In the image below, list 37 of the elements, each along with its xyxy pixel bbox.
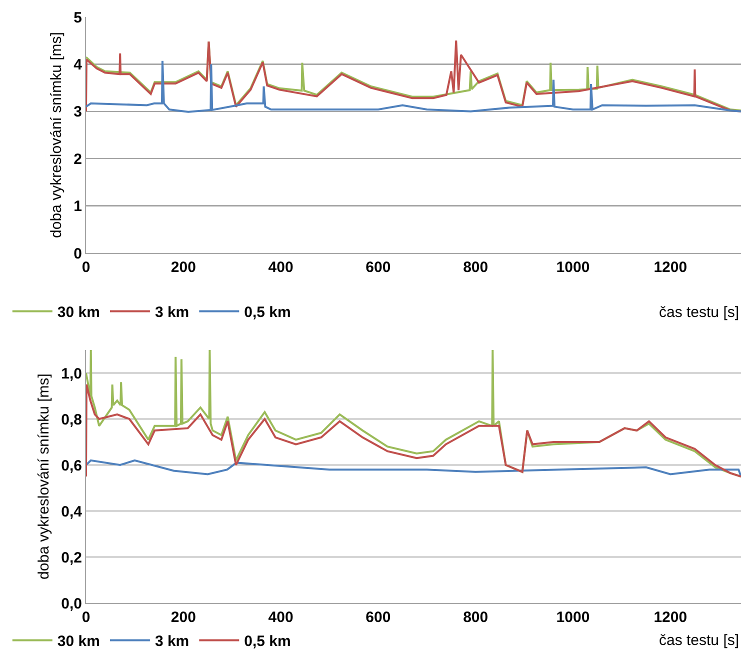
x-tick-label: 1000	[556, 609, 590, 626]
legend-label: 30 km	[57, 633, 100, 650]
x-tick-label: 800	[463, 259, 488, 276]
legend-label: 0,5 km	[244, 304, 291, 322]
line-series	[86, 459, 741, 478]
y-tick-label: 4	[74, 56, 83, 74]
y-tick-label: 2	[74, 150, 82, 168]
x-tick-label: 1200	[654, 259, 688, 276]
x-tick-label: 200	[170, 609, 196, 626]
y-tick-label: 0,6	[61, 457, 82, 474]
legend-label: 3 km	[154, 633, 190, 650]
y-tick-label: 0	[74, 245, 82, 262]
y-tick-label: 0,2	[61, 549, 82, 566]
x-tick-label: 1000	[556, 259, 590, 276]
y-tick-label: 1,0	[61, 365, 82, 382]
y-tick-label: 5	[74, 9, 82, 26]
x-tick-label: 200	[170, 259, 196, 276]
legend-label: 3 km	[154, 304, 190, 322]
x-axis-title: čas testu [s]	[659, 632, 740, 649]
x-axis-title: čas testu [s]	[659, 304, 740, 321]
y-tick-label: 0,0	[61, 595, 82, 612]
line-series	[86, 60, 741, 113]
legend-label: 0,5 km	[244, 633, 291, 650]
x-tick-label: 600	[366, 609, 391, 626]
line-series	[86, 384, 741, 478]
y-tick-label: 1	[74, 198, 82, 216]
legend-label: 30 km	[57, 304, 100, 322]
y-tick-label: 3	[74, 104, 82, 121]
x-tick-label: 800	[463, 609, 488, 626]
y-axis-title: doba vykreslování snímku [ms]	[35, 374, 52, 580]
y-axis-title: doba vykreslování snímku [ms]	[48, 32, 65, 238]
x-tick-label: 400	[268, 609, 294, 626]
x-tick-label: 1200	[654, 609, 688, 626]
y-tick-label: 0,8	[61, 411, 82, 428]
y-tick-label: 0,4	[61, 503, 83, 520]
x-tick-label: 600	[366, 259, 391, 276]
x-tick-label: 400	[268, 259, 294, 276]
